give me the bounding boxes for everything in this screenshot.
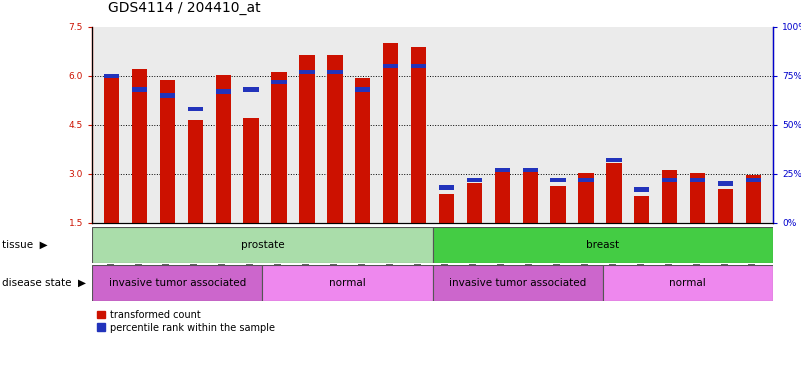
- Bar: [272, 72, 287, 223]
- Bar: [439, 194, 454, 223]
- Bar: [92, 227, 433, 263]
- Bar: [495, 168, 510, 223]
- Bar: [439, 185, 454, 190]
- Bar: [662, 177, 678, 182]
- Bar: [300, 70, 315, 74]
- Bar: [522, 168, 538, 172]
- Bar: [355, 88, 370, 92]
- Text: invasive tumor associated: invasive tumor associated: [449, 278, 586, 288]
- Bar: [300, 55, 315, 223]
- Bar: [746, 175, 761, 223]
- Bar: [92, 265, 263, 301]
- Bar: [606, 163, 622, 223]
- Bar: [244, 88, 259, 92]
- Bar: [690, 173, 706, 223]
- Bar: [215, 89, 231, 94]
- Bar: [522, 170, 538, 223]
- Bar: [132, 69, 147, 223]
- Bar: [433, 265, 602, 301]
- Bar: [467, 183, 482, 223]
- Bar: [104, 74, 119, 78]
- Bar: [104, 74, 119, 223]
- Legend: transformed count, percentile rank within the sample: transformed count, percentile rank withi…: [97, 310, 275, 333]
- Bar: [355, 78, 370, 223]
- Bar: [327, 55, 343, 223]
- Bar: [578, 177, 594, 182]
- Bar: [433, 227, 773, 263]
- Bar: [383, 64, 398, 68]
- Text: prostate: prostate: [240, 240, 284, 250]
- Bar: [603, 265, 773, 301]
- Bar: [263, 265, 433, 301]
- Bar: [634, 187, 650, 192]
- Text: normal: normal: [670, 278, 706, 288]
- Bar: [718, 181, 733, 186]
- Bar: [411, 47, 426, 223]
- Bar: [383, 43, 398, 223]
- Bar: [411, 64, 426, 68]
- Text: invasive tumor associated: invasive tumor associated: [109, 278, 246, 288]
- Bar: [467, 177, 482, 182]
- Bar: [690, 177, 706, 182]
- Text: GDS4114 / 204410_at: GDS4114 / 204410_at: [108, 2, 261, 15]
- Bar: [550, 177, 566, 182]
- Bar: [215, 75, 231, 223]
- Bar: [132, 88, 147, 92]
- Text: disease state  ▶: disease state ▶: [2, 278, 86, 288]
- Bar: [662, 170, 678, 223]
- Bar: [550, 186, 566, 223]
- Bar: [634, 196, 650, 223]
- Bar: [187, 107, 203, 111]
- Bar: [327, 70, 343, 74]
- Bar: [159, 93, 175, 98]
- Bar: [606, 158, 622, 162]
- Text: tissue  ▶: tissue ▶: [2, 240, 47, 250]
- Bar: [159, 80, 175, 223]
- Bar: [718, 189, 733, 223]
- Text: normal: normal: [329, 278, 366, 288]
- Bar: [244, 118, 259, 223]
- Bar: [578, 173, 594, 223]
- Bar: [272, 79, 287, 84]
- Bar: [495, 168, 510, 172]
- Text: breast: breast: [586, 240, 619, 250]
- Bar: [187, 120, 203, 223]
- Bar: [746, 177, 761, 182]
